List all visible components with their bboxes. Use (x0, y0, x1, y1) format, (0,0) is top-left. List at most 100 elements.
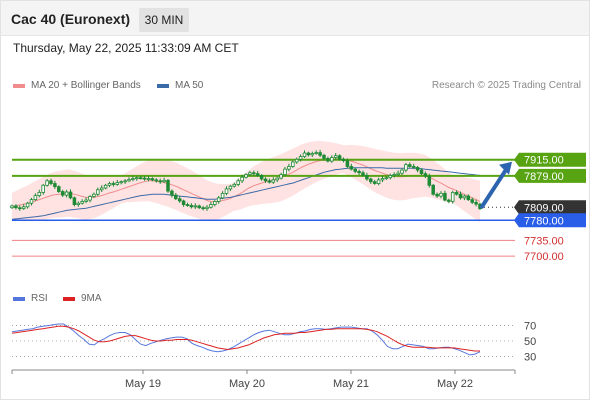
candle-body (248, 172, 252, 175)
x-tick-label: May 20 (229, 378, 265, 390)
candle-body (88, 196, 92, 201)
candle-body (271, 179, 276, 183)
price-levels (12, 158, 515, 257)
candle-body (353, 168, 357, 172)
candle-body (25, 202, 30, 208)
candle-body (49, 180, 53, 184)
candle-body (384, 177, 389, 180)
candle-body (427, 175, 432, 186)
candle-body (279, 174, 283, 179)
rsi-line (11, 323, 481, 356)
candle-body (470, 199, 474, 203)
candle-body (372, 181, 377, 184)
ma50-legend-swatch (157, 84, 169, 88)
candle-body (431, 184, 435, 195)
candle-body (283, 168, 287, 175)
candle-body (68, 191, 73, 199)
candle-body (376, 179, 381, 184)
forecast-arrow-group (480, 161, 512, 209)
candle-body (154, 179, 159, 182)
candle-body (228, 185, 233, 190)
candle-body (166, 179, 170, 192)
level-label-1: 7879.00 (524, 171, 564, 183)
level-tag-3 (514, 213, 586, 228)
candle-body (462, 195, 467, 199)
candle-body (369, 178, 373, 183)
candle-body (400, 169, 404, 174)
candle-body (146, 178, 151, 180)
candle-body (396, 172, 400, 175)
candle-body (466, 195, 471, 201)
rsi-panel: 70 50 30 (11, 321, 536, 363)
candle-body (138, 177, 143, 180)
candle-body (177, 198, 182, 202)
candle-body (181, 200, 186, 205)
candle-body (240, 176, 244, 182)
candle-body (298, 156, 303, 160)
candle-body (107, 183, 112, 186)
level-label-5: 7700.00 (524, 251, 564, 263)
level-label-0: 7915.00 (524, 155, 564, 167)
level-tag-1 (514, 168, 586, 183)
candle-body (474, 201, 478, 205)
candle-body (267, 180, 272, 183)
candle-body (96, 189, 100, 195)
candle-body (193, 205, 198, 208)
candle-body (415, 166, 420, 171)
candles (10, 149, 482, 211)
candle-body (158, 180, 162, 183)
rsi-ma-legend-swatch (63, 297, 75, 301)
candle-body (232, 183, 237, 187)
credit-text: Research © 2025 Trading Central (431, 80, 581, 91)
forecast-arrow (480, 167, 508, 209)
candle-body (443, 192, 447, 201)
x-tick-label: May 22 (437, 378, 473, 390)
candle-body (220, 192, 225, 199)
candle-body (189, 205, 194, 208)
candle-body (135, 177, 139, 180)
candle-body (302, 152, 307, 158)
candle-body (330, 157, 334, 162)
candle-body (84, 199, 88, 202)
candle-body (419, 169, 424, 175)
candle-body (345, 160, 350, 167)
candle-body (174, 194, 178, 200)
candle-body (450, 192, 455, 202)
instrument-title: Cac 40 (Euronext) (11, 11, 131, 27)
candle-body (411, 166, 416, 168)
candle-body (123, 180, 127, 183)
candle-body (388, 175, 393, 179)
bollinger-bands (12, 140, 480, 223)
rsi-legend-label: RSI (31, 293, 48, 304)
candle-body (404, 164, 408, 171)
candle-body (33, 195, 38, 201)
ma20-legend-swatch (13, 84, 25, 88)
candle-body (72, 197, 77, 205)
bollinger-band-area (12, 140, 480, 223)
candle-body (185, 204, 190, 206)
candle-body (53, 183, 57, 188)
candle-body (170, 190, 174, 196)
rsi-ma-legend-label: 9MA (81, 293, 102, 304)
level-label-4: 7735.00 (524, 235, 564, 247)
forecast-arrow-head (499, 161, 512, 175)
timeframe-button[interactable]: 30 MIN (139, 8, 189, 32)
candle-body (10, 205, 14, 209)
candle-body (291, 161, 295, 167)
candle-body (197, 205, 201, 209)
candle-body (349, 166, 354, 170)
level-label-2: 7809.00 (524, 202, 564, 214)
rsi-tick-label: 30 (524, 351, 536, 363)
candle-body (252, 172, 256, 175)
candle-body (314, 152, 318, 154)
candle-body (131, 178, 135, 180)
candle-body (454, 192, 459, 195)
candle-body (29, 199, 34, 204)
candle-body (209, 204, 213, 208)
candle-body (392, 174, 396, 176)
candle-body (439, 192, 443, 197)
candle-body (142, 177, 147, 180)
candle-body (92, 193, 96, 197)
